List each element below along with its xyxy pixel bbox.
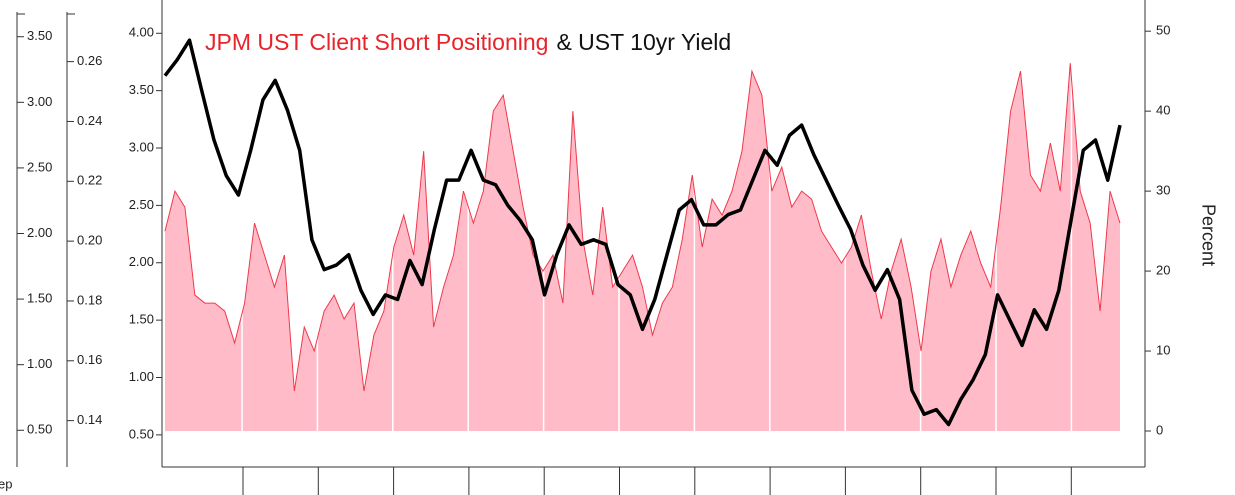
y-tick-label: 3.00 bbox=[129, 139, 154, 154]
title-part: & UST 10yr Yield bbox=[556, 29, 731, 55]
y-tick-label: 2.50 bbox=[129, 197, 154, 212]
extra-tick-label: 1.00 bbox=[27, 356, 52, 371]
extra-tick-label: 0.16 bbox=[77, 352, 102, 367]
y-tick-label: 4.00 bbox=[129, 25, 154, 40]
title-part: JPM UST Client Short Positioning bbox=[205, 29, 548, 55]
extra-tick-label: 3.00 bbox=[27, 94, 52, 109]
y2-tick-label: 0 bbox=[1156, 422, 1163, 437]
x-axis-label: ep bbox=[0, 476, 12, 491]
extra-tick-label: 0.14 bbox=[77, 412, 102, 427]
y2-tick-label: 30 bbox=[1156, 183, 1170, 198]
y-tick-label: 1.00 bbox=[129, 369, 154, 384]
extra-tick-label: 2.00 bbox=[27, 225, 52, 240]
extra-tick-label: 1.50 bbox=[27, 291, 52, 306]
y2-tick-label: 50 bbox=[1156, 23, 1170, 38]
extra-tick-label: 3.50 bbox=[27, 28, 52, 43]
y2-axis-label: Percent bbox=[1198, 204, 1218, 266]
extra-tick-label: 0.20 bbox=[77, 233, 102, 248]
y-tick-label: 2.00 bbox=[129, 254, 154, 269]
extra-tick-label: 0.50 bbox=[27, 422, 52, 437]
line bbox=[163, 38, 1122, 427]
extra-tick-label: 0.24 bbox=[77, 113, 102, 128]
y2-tick-label: 40 bbox=[1156, 103, 1170, 118]
y-tick-label: 0.50 bbox=[129, 426, 154, 441]
area bbox=[165, 63, 1120, 432]
y-tick-label: 1.50 bbox=[129, 312, 154, 327]
y2-tick-label: 20 bbox=[1156, 263, 1170, 278]
chart-title: JPM UST Client Short Positioning & UST 10… bbox=[205, 29, 731, 55]
area-line bbox=[164, 63, 1121, 392]
plot-layer bbox=[163, 0, 1122, 432]
extra-tick-label: 0.26 bbox=[77, 53, 102, 68]
extra-tick-label: 0.18 bbox=[77, 292, 102, 307]
extra-tick-label: 2.50 bbox=[27, 159, 52, 174]
y2-tick-label: 10 bbox=[1156, 342, 1170, 357]
extra-tick-label: 0.22 bbox=[77, 173, 102, 188]
y-tick-label: 3.50 bbox=[129, 82, 154, 97]
